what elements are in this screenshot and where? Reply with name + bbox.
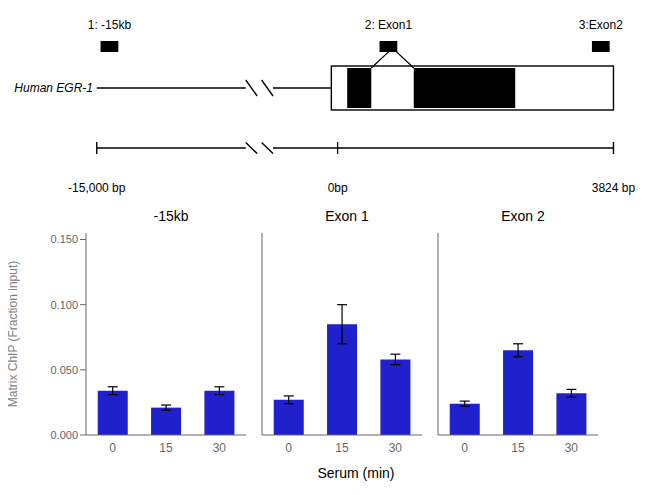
- svg-text:Matrix ChIP (Fraction input): Matrix ChIP (Fraction input): [8, 261, 20, 408]
- svg-text:-15,000 bp: -15,000 bp: [68, 181, 126, 195]
- svg-text:15: 15: [335, 441, 349, 455]
- svg-text:15: 15: [159, 441, 173, 455]
- svg-text:0.050: 0.050: [50, 364, 78, 376]
- html-text:Serum (min): Serum (min): [317, 465, 395, 481]
- svg-text:0.000: 0.000: [50, 429, 78, 441]
- svg-text:30: 30: [213, 441, 227, 455]
- svg-text:15: 15: [511, 441, 525, 455]
- svg-text:3824 bp: 3824 bp: [592, 181, 636, 195]
- svg-text:2: Exon1: 2: Exon1: [365, 18, 413, 32]
- svg-text:1: -15kb: 1: -15kb: [88, 18, 132, 32]
- svg-text:0: 0: [109, 441, 116, 455]
- svg-text:0: 0: [285, 441, 292, 455]
- svg-text:0.150: 0.150: [50, 233, 78, 245]
- svg-text:30: 30: [389, 441, 403, 455]
- svg-text:Human EGR-1: Human EGR-1: [14, 81, 93, 95]
- svg-text:3:Exon2: 3:Exon2: [579, 18, 623, 32]
- html-text:Exon 2: Exon 2: [501, 208, 545, 224]
- html-text:Exon 1: Exon 1: [325, 208, 369, 224]
- svg-text:30: 30: [565, 441, 579, 455]
- svg-text:0: 0: [461, 441, 468, 455]
- svg-text:0.100: 0.100: [50, 299, 78, 311]
- svg-text:0bp: 0bp: [328, 181, 348, 195]
- html-text:-15kb: -15kb: [153, 208, 189, 224]
